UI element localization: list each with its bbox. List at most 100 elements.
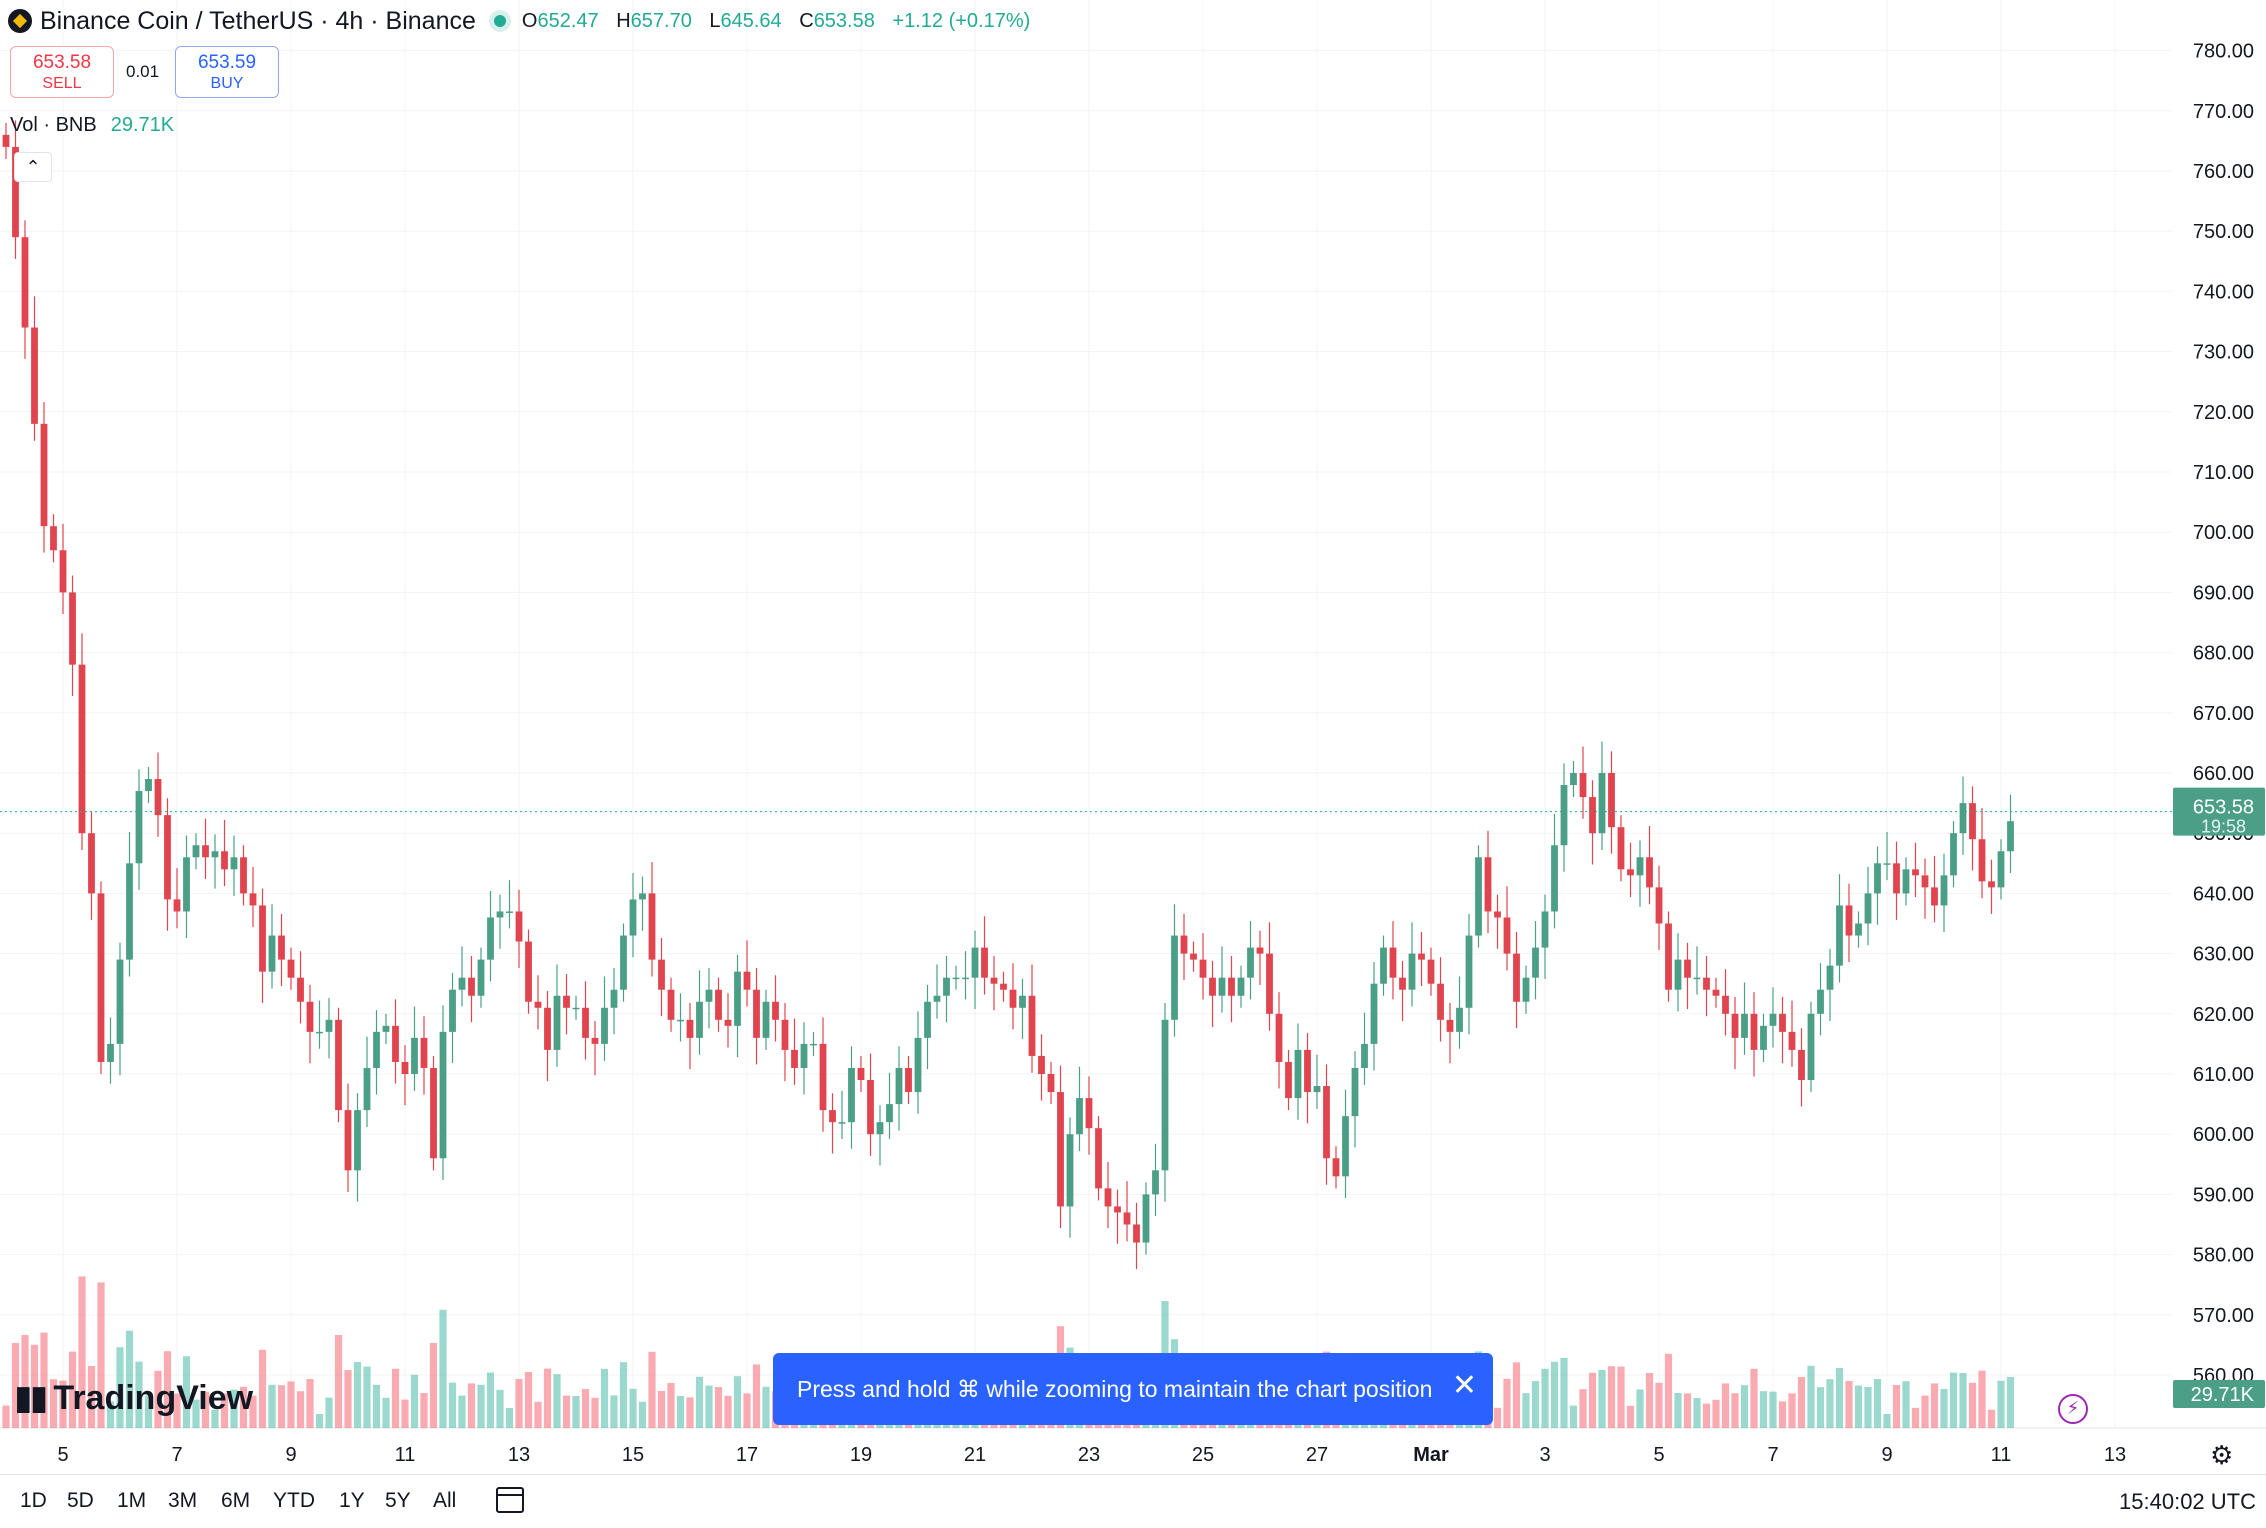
candle-body	[620, 935, 627, 990]
range-all[interactable]: All	[433, 1489, 457, 1512]
candle-body	[971, 947, 979, 978]
candle-body	[1798, 1049, 1805, 1081]
x-tick-label: 5	[57, 1444, 68, 1466]
sell-label: SELL	[42, 75, 82, 92]
range-5d[interactable]: 5D	[67, 1489, 94, 1512]
candle-body	[515, 911, 523, 942]
candle-body	[230, 857, 238, 870]
volume-bar	[30, 1344, 39, 1428]
volume-bar	[1921, 1395, 1929, 1428]
candle-body	[1513, 953, 1520, 1002]
candle-body	[1218, 977, 1226, 996]
candle-body	[1598, 773, 1606, 834]
candle-body	[781, 1019, 789, 1050]
candle-body	[534, 1001, 542, 1008]
ohlc-values: O652.47 H657.70 L645.64 C653.58 +1.12 (+…	[521, 9, 1031, 32]
candle-body	[990, 977, 998, 984]
candle-body	[192, 845, 200, 858]
range-1y[interactable]: 1Y	[339, 1489, 365, 1512]
tradingview-logo[interactable]: ▮▮ TradingView	[14, 1376, 253, 1420]
candle-body	[753, 989, 760, 1038]
range-1d[interactable]: 1D	[20, 1489, 47, 1512]
candle-body	[21, 237, 29, 328]
volume-bar	[372, 1384, 381, 1428]
volume-bar	[648, 1351, 656, 1428]
buy-button[interactable]: 653.59 BUY	[175, 46, 279, 98]
candle-body	[1057, 1092, 1064, 1207]
volume-bar	[40, 1332, 48, 1428]
candle-body	[1475, 857, 1482, 936]
y-tick-label: 630.00	[2193, 944, 2254, 966]
toast-message: Press and hold ⌘ while zooming to mainta…	[797, 1375, 1433, 1402]
volume-bar	[752, 1364, 761, 1428]
candle-body	[1294, 1049, 1302, 1099]
candle-body	[12, 146, 19, 238]
candle-body	[1399, 977, 1406, 990]
candle-body	[316, 1031, 323, 1034]
candle-body	[1503, 917, 1511, 954]
candle-body	[164, 815, 171, 900]
status-dot-icon	[493, 15, 506, 27]
candle-body	[686, 1019, 694, 1038]
buy-label: BUY	[210, 75, 244, 92]
range-5y[interactable]: 5Y	[385, 1489, 411, 1512]
candle-body	[88, 833, 95, 894]
y-tick-label: 670.00	[2193, 703, 2254, 725]
candle-body	[1741, 1013, 1748, 1038]
candle-body	[696, 1001, 703, 1038]
bottom-toolbar: 1D 5D 1M 3M 6M YTD 1Y 5Y All 15:40:02 UT…	[0, 1474, 2266, 1528]
candle-body	[943, 977, 950, 996]
x-tick-label: 13	[2104, 1444, 2126, 1466]
candle-body	[1712, 989, 1720, 996]
candle-body	[591, 1037, 599, 1044]
utc-clock[interactable]: 15:40:02 UTC	[2119, 1489, 2256, 1514]
range-6m[interactable]: 6M	[221, 1489, 251, 1512]
calendar-range-icon[interactable]	[496, 1487, 524, 1513]
candle-body	[468, 977, 475, 996]
range-ytd[interactable]: YTD	[273, 1489, 315, 1512]
y-tick-label: 570.00	[2193, 1305, 2254, 1327]
candle-body	[1617, 827, 1625, 870]
candle-body	[1532, 947, 1539, 978]
candle-body	[1760, 1025, 1767, 1050]
volume-bar	[676, 1396, 685, 1428]
candle-body	[420, 1037, 428, 1068]
candle-body	[1807, 1013, 1815, 1081]
candle-body	[135, 791, 143, 864]
volume-bar	[1693, 1398, 1701, 1428]
volume-bar	[1759, 1391, 1768, 1428]
candle-body	[1864, 893, 1872, 924]
symbol-header[interactable]: Binance Coin / TetherUS · 4h · Binance O…	[8, 4, 1042, 38]
sell-button[interactable]: 653.58 SELL	[10, 46, 114, 98]
x-tick-label: 9	[285, 1444, 296, 1466]
candle-body	[363, 1067, 371, 1111]
y-tick-label: 730.00	[2193, 342, 2254, 364]
gear-icon[interactable]: ⚙	[2210, 1440, 2234, 1470]
chart-area[interactable]: 780.00 770.00 760.00 750.00 740.00 730.00 720.…	[0, 0, 2266, 1474]
volume-bar	[1940, 1389, 1948, 1428]
chevron-up-icon: ⌃	[25, 157, 41, 177]
candle-body	[1285, 1061, 1292, 1099]
change-value: +1.12 (+0.17%)	[892, 9, 1031, 32]
candle-body	[59, 550, 67, 593]
collapse-legend-button[interactable]: ⌃	[14, 152, 52, 182]
range-1m[interactable]: 1M	[117, 1489, 147, 1512]
range-3m[interactable]: 3M	[168, 1489, 198, 1512]
symbol-title[interactable]: Binance Coin / TetherUS · 4h · Binance	[40, 6, 476, 35]
candle-body	[1114, 1206, 1121, 1213]
close-icon[interactable]: ✕	[1451, 1369, 1477, 1402]
zoom-hint-toast: Press and hold ⌘ while zooming to mainta…	[773, 1353, 1493, 1425]
lightning-icon[interactable]: ⚡	[2058, 1394, 2088, 1424]
volume-bar	[553, 1374, 561, 1428]
volume-legend[interactable]: Vol · BNB 29.71K	[10, 114, 174, 137]
candle-body	[1494, 911, 1501, 918]
volume-bar	[410, 1374, 419, 1428]
candle-body	[1988, 881, 1995, 888]
volume-bar	[192, 1399, 200, 1428]
candle-body	[610, 989, 618, 1008]
volume-bar	[2006, 1377, 2015, 1428]
volume-bar	[173, 1393, 181, 1428]
candle-body	[715, 989, 722, 1020]
volume-bar	[1579, 1389, 1587, 1428]
volume-bar	[667, 1383, 675, 1428]
